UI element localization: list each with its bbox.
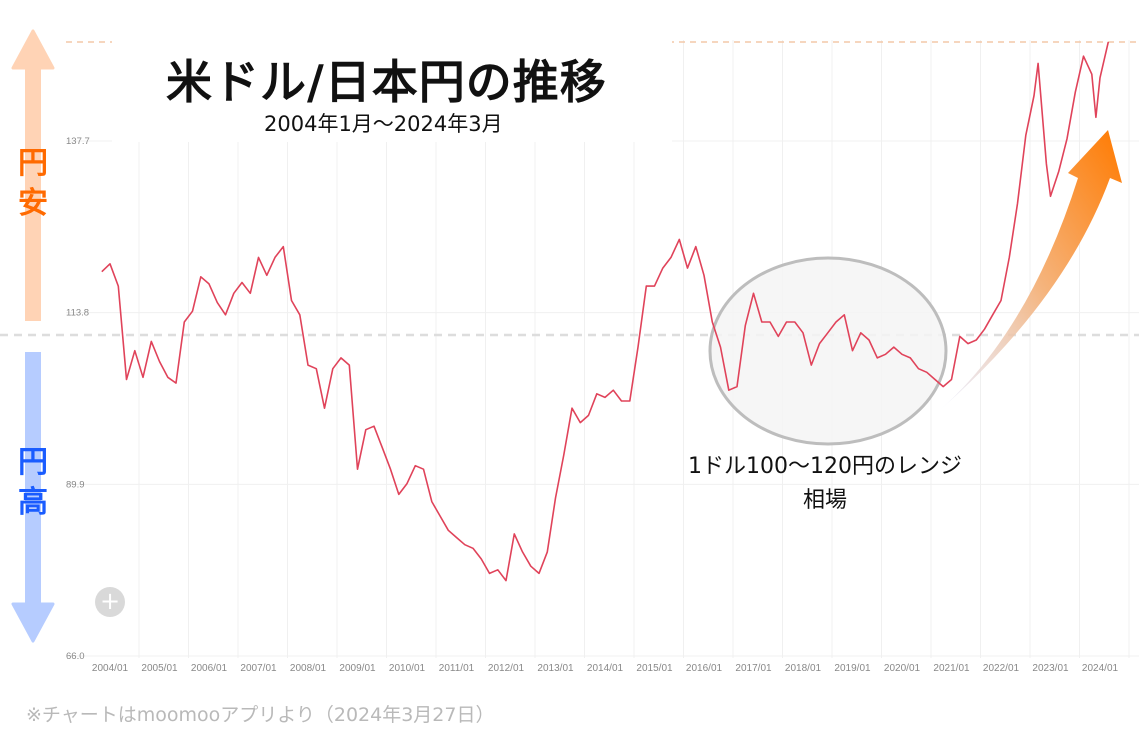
x-tick-label: 2017/01 bbox=[735, 663, 772, 674]
x-tick-label: 2018/01 bbox=[785, 663, 822, 674]
usd-jpy-price-line bbox=[101, 41, 1110, 582]
x-tick-label: 2022/01 bbox=[983, 663, 1020, 674]
x-tick-label: 2011/01 bbox=[439, 663, 475, 674]
source-footnote: ※チャートはmoomooアプリより（2024年3月27日） bbox=[26, 704, 495, 726]
y-tick-label: 89.9 bbox=[66, 479, 85, 490]
range-annotation: 1ドル100〜120円のレンジ 相場 bbox=[660, 450, 990, 518]
yen-strong-label-char-1: 円 bbox=[18, 445, 48, 480]
y-tick-label: 113.8 bbox=[66, 308, 89, 319]
y-tick-label: 137.7 bbox=[66, 136, 90, 147]
x-tick-label: 2014/01 bbox=[587, 663, 624, 674]
chart-subtitle: 2004年1月〜2024年3月 bbox=[264, 112, 503, 136]
title-background bbox=[112, 30, 672, 142]
x-tick-label: 2004/01 bbox=[92, 663, 129, 674]
uptrend-arrow bbox=[940, 130, 1122, 410]
yen-weak-arrow bbox=[11, 29, 55, 321]
x-tick-label: 2008/01 bbox=[290, 663, 327, 674]
zoom-in-button[interactable]: + bbox=[95, 587, 125, 617]
range-highlight-ellipse bbox=[708, 256, 948, 446]
x-tick-label: 2006/01 bbox=[191, 663, 228, 674]
x-tick-label: 2019/01 bbox=[834, 663, 871, 674]
x-tick-label: 2024/01 bbox=[1082, 663, 1119, 674]
x-tick-label: 2016/01 bbox=[686, 663, 723, 674]
x-tick-label: 2005/01 bbox=[141, 663, 178, 674]
x-tick-label: 2007/01 bbox=[240, 663, 277, 674]
x-tick-label: 2012/01 bbox=[488, 663, 525, 674]
yen-weak-label-char-1: 円 bbox=[18, 146, 48, 181]
horizontal-gridlines bbox=[66, 140, 1139, 657]
yen-strong-label-char-2: 高 bbox=[18, 485, 48, 520]
y-axis-labels: 66.0 89.9 113.8 137.7 bbox=[66, 136, 90, 662]
yen-weak-label-char-2: 安 bbox=[18, 186, 48, 221]
yen-strong-arrow bbox=[11, 352, 55, 643]
range-annotation-line-2: 相場 bbox=[802, 488, 847, 513]
x-tick-label: 2013/01 bbox=[537, 663, 574, 674]
x-tick-label: 2020/01 bbox=[884, 663, 921, 674]
x-tick-label: 2009/01 bbox=[339, 663, 376, 674]
chart-title: 米ドル/日本円の推移 bbox=[166, 55, 607, 109]
yen-strong-label: 円 高 bbox=[13, 443, 53, 523]
x-tick-label: 2023/01 bbox=[1032, 663, 1069, 674]
x-axis-labels: 2004/01 2005/01 2006/01 2007/01 2008/01 2009/… bbox=[92, 663, 1119, 674]
x-tick-label: 2010/01 bbox=[389, 663, 426, 674]
x-tick-label: 2015/01 bbox=[636, 663, 673, 674]
x-tick-label: 2021/01 bbox=[933, 663, 970, 674]
range-annotation-line-1: 1ドル100〜120円のレンジ bbox=[688, 454, 962, 479]
y-tick-label: 66.0 bbox=[66, 651, 85, 662]
yen-weak-label: 円 安 bbox=[13, 144, 53, 224]
